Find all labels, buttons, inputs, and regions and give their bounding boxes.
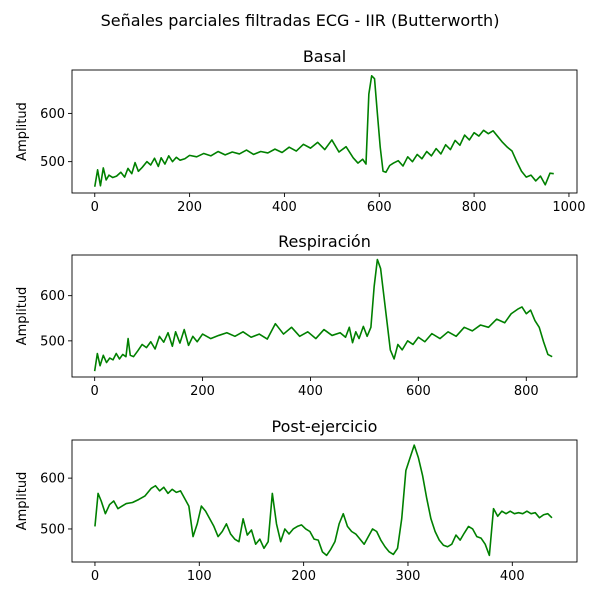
x-tick-label: 400 xyxy=(500,569,525,584)
x-tick-label: 0 xyxy=(91,200,99,215)
x-tick-label: 600 xyxy=(406,384,431,399)
panel-basal: Basal 0 200 400 600 800 1000 500 600 Amplitud xyxy=(15,47,585,215)
y-tick-label: 600 xyxy=(40,472,65,487)
series-line xyxy=(93,74,554,187)
figure-suptitle: Señales parciales filtradas ECG - IIR (B… xyxy=(101,11,500,30)
panel-respiracion: Respiración 0 200 400 600 800 500 600 Amplitud xyxy=(15,232,578,399)
x-tick-label: 100 xyxy=(187,569,212,584)
panel-title: Post-ejercicio xyxy=(272,417,378,436)
x-tick-label: 200 xyxy=(190,384,215,399)
x-tick-label: 800 xyxy=(514,384,539,399)
y-tick-label: 500 xyxy=(40,522,65,537)
y-tick-label: 500 xyxy=(40,155,65,170)
series-line xyxy=(93,258,553,372)
x-tick-label: 400 xyxy=(298,384,323,399)
y-tick-label: 600 xyxy=(40,289,65,304)
axes-frame xyxy=(71,439,578,563)
x-tick-label: 0 xyxy=(91,384,99,399)
x-tick-label: 1000 xyxy=(552,200,585,215)
y-axis-label: Amplitud xyxy=(15,102,30,161)
x-tick-label: 400 xyxy=(272,200,297,215)
series-line xyxy=(94,444,553,557)
panel-title: Basal xyxy=(303,47,346,66)
x-tick-label: 800 xyxy=(462,200,487,215)
x-tick-label: 0 xyxy=(91,569,99,584)
panel-post-ejercicio: Post-ejercicio 0 100 200 300 400 500 600 Amplitu… xyxy=(15,417,578,584)
axes-frame xyxy=(71,254,578,378)
y-tick-label: 500 xyxy=(40,334,65,349)
panel-title: Respiración xyxy=(278,232,371,251)
y-axis-label: Amplitud xyxy=(15,287,30,346)
x-tick-label: 300 xyxy=(396,569,421,584)
y-axis-label: Amplitud xyxy=(15,472,30,531)
y-tick-label: 600 xyxy=(40,107,65,122)
x-tick-label: 200 xyxy=(177,200,202,215)
axes-frame xyxy=(71,69,578,194)
x-tick-label: 200 xyxy=(291,569,316,584)
x-tick-label: 600 xyxy=(367,200,392,215)
